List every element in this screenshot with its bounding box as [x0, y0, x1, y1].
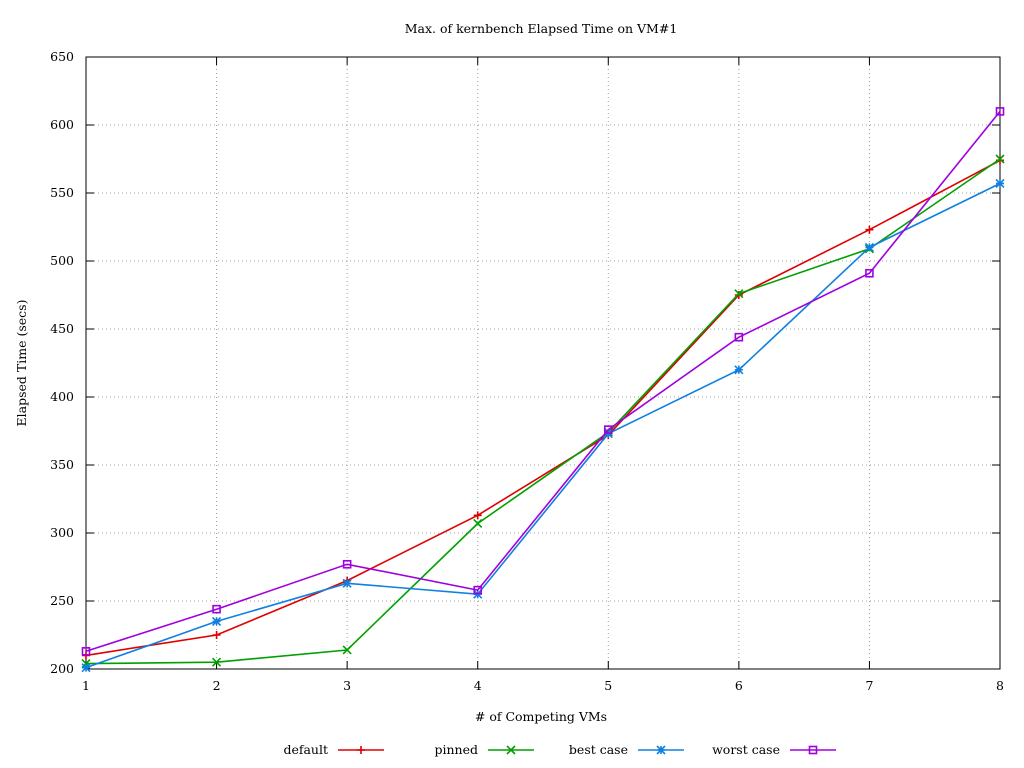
data-point-default: [865, 225, 874, 234]
grid: [86, 57, 1000, 669]
series-line-best-case: [85, 182, 1001, 669]
y-tick-label: 650: [50, 49, 74, 64]
x-axis-label: # of Competing VMs: [475, 709, 607, 724]
data-point-pinned: [995, 154, 1005, 164]
series-line-pinned: [85, 158, 1001, 665]
x-tick-label: 1: [82, 678, 90, 693]
legend-marker: [656, 745, 666, 755]
x-tick-label: 2: [213, 678, 221, 693]
data-point-worst-case: [81, 647, 91, 656]
x-tick-label: 3: [343, 678, 351, 693]
legend-label: best case: [569, 742, 628, 757]
data-point-pinned: [473, 518, 483, 529]
data-point-worst-case: [995, 107, 1005, 116]
data-point-worst-case: [734, 332, 744, 342]
legend: default pinned best case worst case: [283, 742, 836, 757]
y-tick-label: 300: [50, 525, 74, 540]
series-lines: [81, 107, 1005, 673]
x-tick-label: 7: [865, 678, 873, 693]
axes: [85, 56, 1001, 670]
series-default: [82, 156, 1004, 660]
data-point-best-case: [995, 178, 1005, 189]
legend-label: worst case: [712, 742, 780, 757]
data-point-worst-case: [342, 559, 352, 569]
data-point-worst-case: [212, 604, 221, 614]
series-line-worst-case: [85, 110, 1001, 653]
y-tick-label: 450: [50, 321, 74, 336]
data-point-worst-case: [865, 268, 874, 278]
legend-entry-pinned: pinned: [435, 742, 534, 757]
legend-marker: [357, 746, 365, 754]
data-point-worst-case: [473, 585, 483, 595]
x-tick-label: 5: [604, 678, 612, 693]
legend-entry-best-case: best case: [569, 742, 684, 757]
legend-marker: [808, 745, 818, 755]
legend-marker: [506, 745, 516, 755]
data-point-default: [212, 631, 221, 639]
y-tick-label: 350: [50, 457, 74, 472]
y-tick-label: 400: [50, 389, 74, 404]
x-tick-label: 4: [474, 678, 482, 693]
data-point-best-case: [864, 242, 874, 252]
data-point-pinned: [734, 289, 744, 299]
series-best-case: [81, 178, 1005, 673]
data-point-default: [734, 291, 743, 299]
y-axis-label: Elapsed Time (secs): [14, 300, 29, 427]
data-point-pinned: [342, 645, 352, 655]
series-line-default: [85, 159, 1001, 657]
plot-frame: [85, 56, 1001, 670]
legend-entry-default: default: [283, 742, 384, 757]
y-tick-label: 600: [50, 117, 74, 132]
legend-entry-worst-case: worst case: [712, 742, 836, 757]
tick-labels: 200 250 300 350 400 450 500 550 600 650 1 2 3 4 5 6 7 8: [50, 49, 1004, 693]
data-point-worst-case: [603, 425, 613, 434]
data-point-best-case: [212, 616, 222, 626]
data-point-default: [473, 511, 482, 520]
y-tick-label: 500: [50, 253, 74, 268]
chart-title: Max. of kernbench Elapsed Time on VM#1: [405, 21, 678, 36]
y-tick-label: 250: [50, 593, 74, 608]
x-tick-label: 8: [996, 678, 1004, 693]
data-point-pinned: [212, 657, 222, 667]
x-tick-label: 6: [735, 678, 743, 693]
data-point-best-case: [734, 365, 744, 375]
series-worst-case: [81, 107, 1005, 656]
legend-label: pinned: [435, 742, 479, 757]
data-point-best-case: [342, 578, 352, 588]
legend-label: default: [283, 742, 328, 757]
y-tick-label: 200: [50, 661, 74, 676]
data-point-best-case: [81, 663, 91, 673]
y-tick-label: 550: [50, 185, 74, 200]
